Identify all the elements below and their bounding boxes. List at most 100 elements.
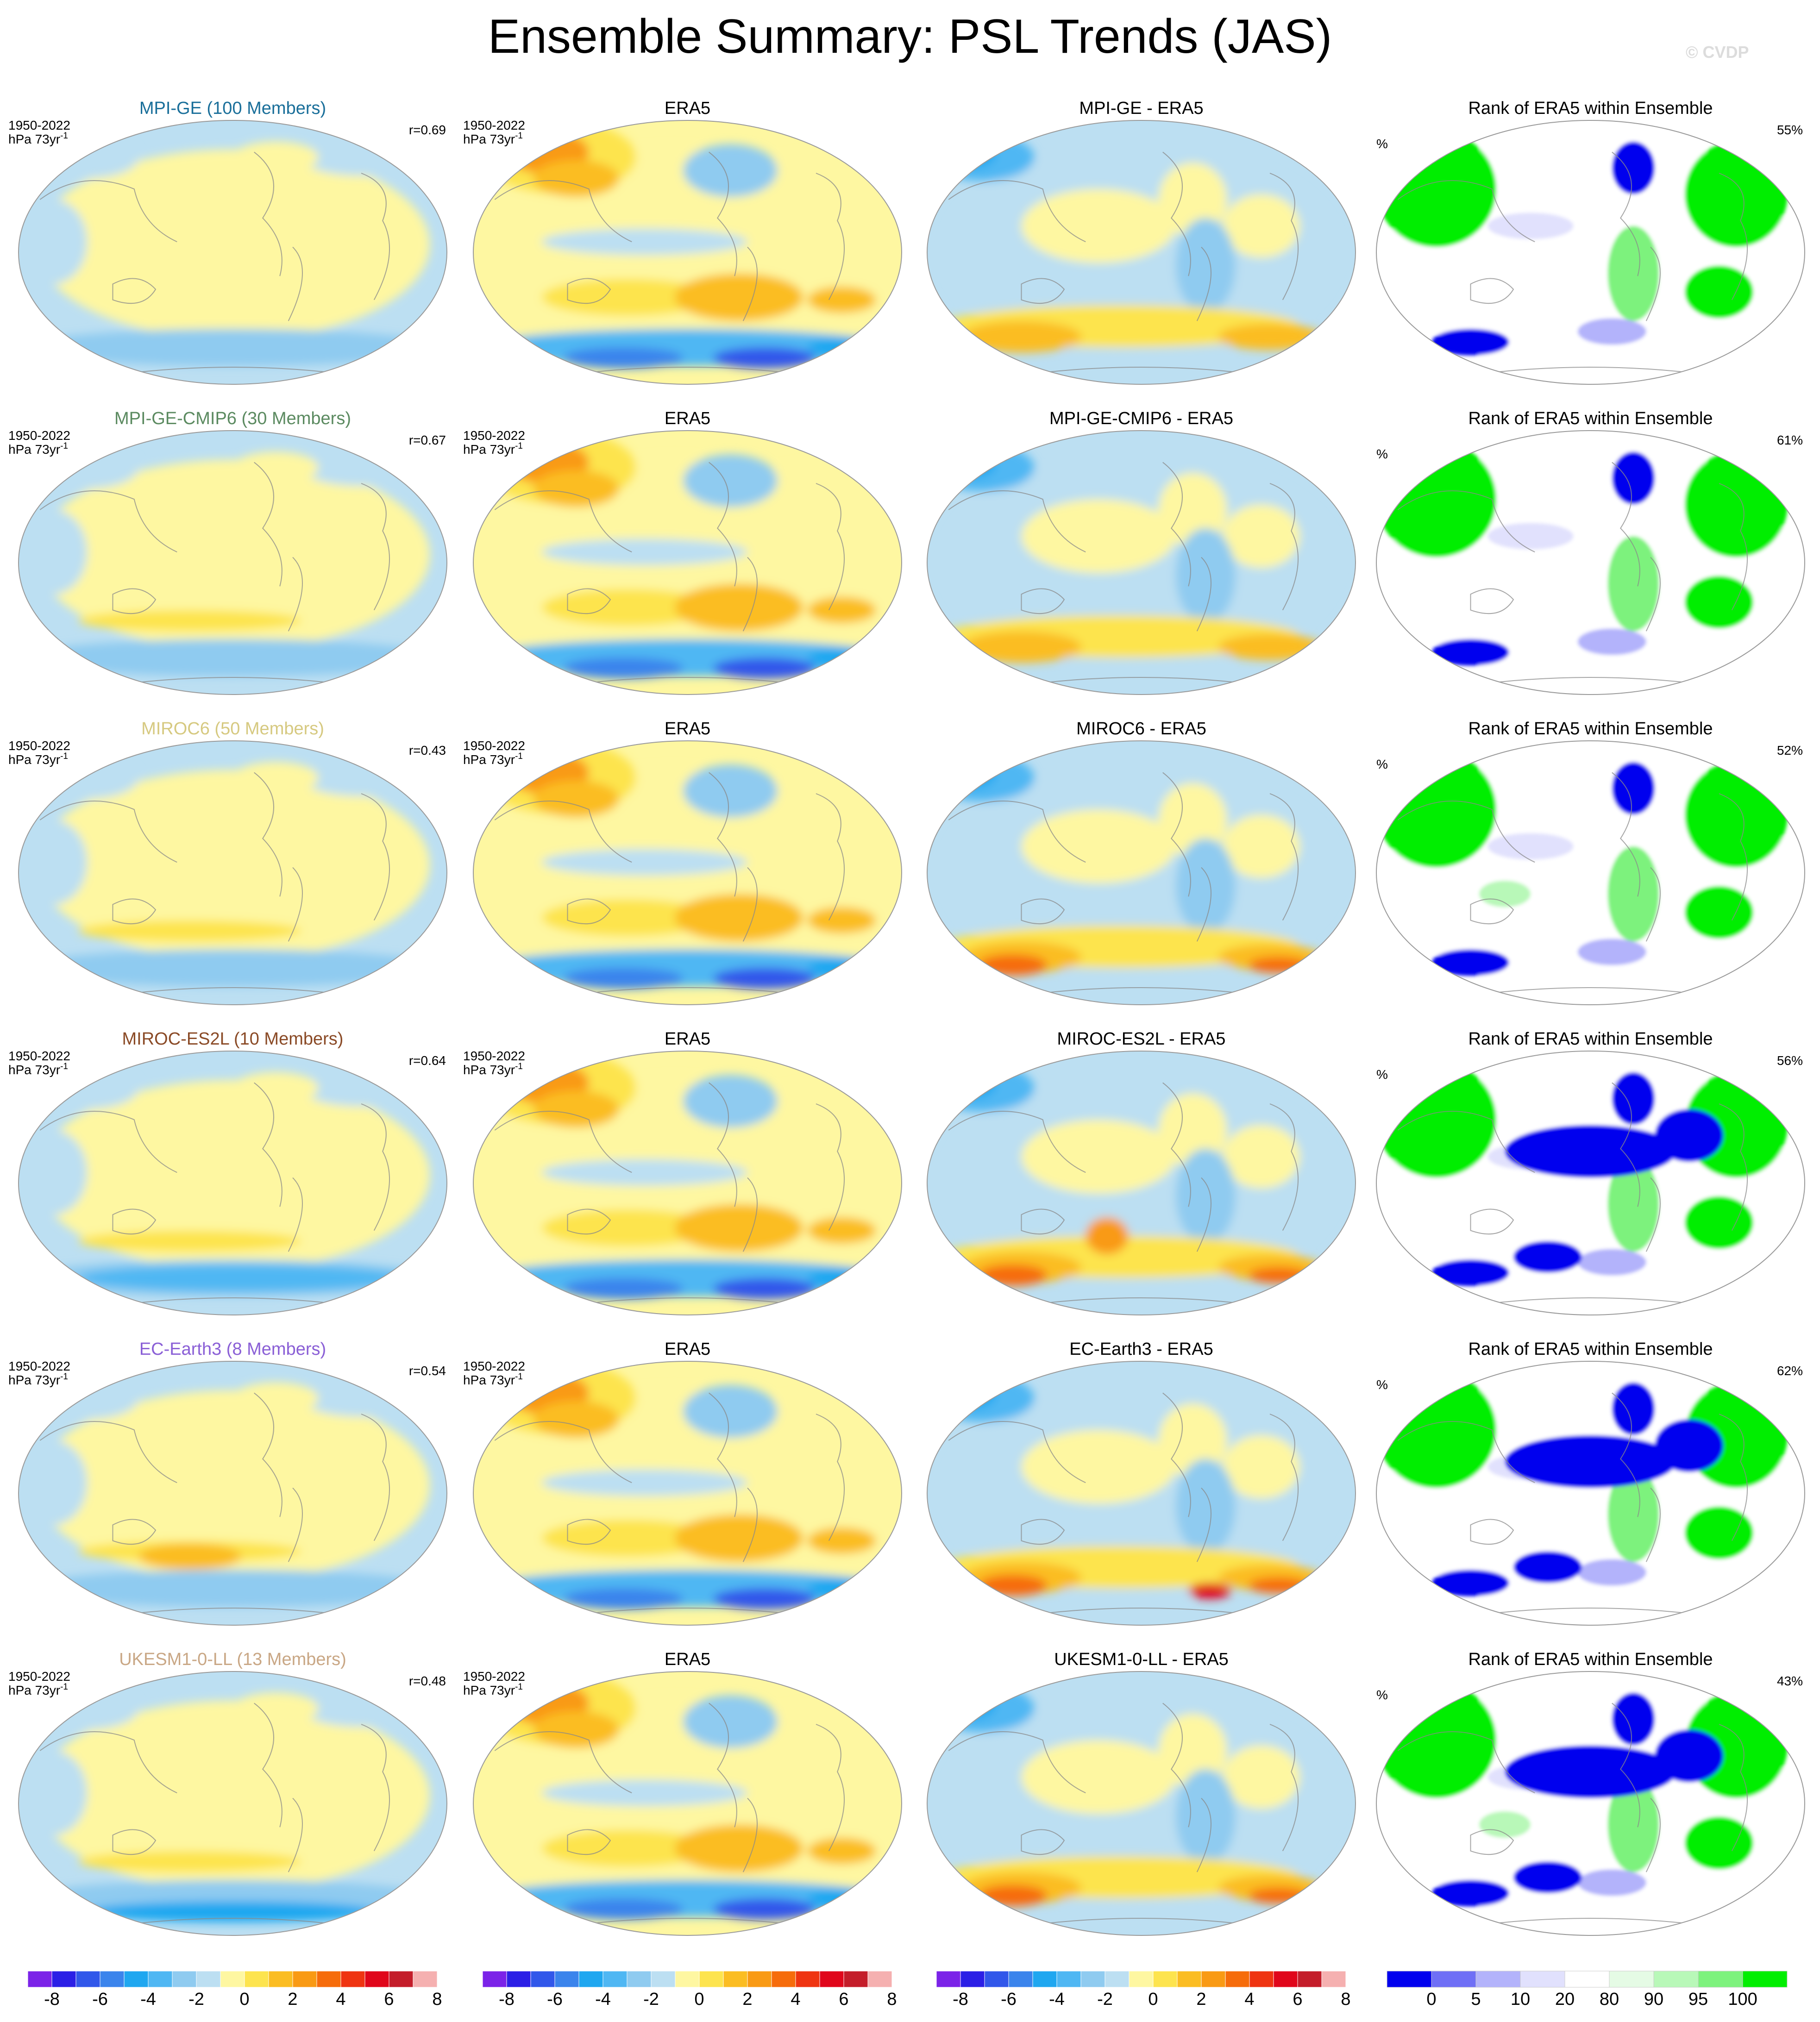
panel-title: MIROC-ES2L (10 Members) [122, 1029, 344, 1049]
colorbar-tick-label: 0 [1148, 1990, 1158, 2009]
trend-colorbar-1: -8 -6 -4 -2 0 2 4 6 8 [27, 1971, 442, 2009]
field-contour-6 [533, 470, 619, 507]
field-contour-3 [944, 451, 996, 478]
colorbar-tick-label: -2 [1097, 1990, 1113, 2009]
field-contour-4 [1021, 1740, 1176, 1814]
colorbar-swatch [51, 1971, 76, 1988]
field-contour-9 [1577, 628, 1646, 655]
field-contour-10 [1505, 1435, 1676, 1488]
map-outline [473, 120, 902, 385]
field-contour-1 [36, 459, 430, 650]
units-exponent: -1 [515, 131, 523, 141]
map-outline [18, 1051, 447, 1315]
panel-title: ERA5 [665, 719, 710, 739]
field-contour-16 [807, 337, 893, 358]
field-contour-10 [542, 1520, 713, 1557]
map-outline [1376, 1361, 1805, 1626]
colorbar-tick-label: -8 [953, 1990, 968, 2009]
trend-colorbar-3: -8 -6 -4 -2 0 2 4 6 8 [936, 1971, 1351, 2009]
colorbar-swatch [1129, 1971, 1154, 1988]
map-panel-r1-c3: MPI-GE - ERA5 [927, 99, 1356, 385]
colorbar-swatch [1653, 1971, 1699, 1988]
field-contour-4 [1685, 1816, 1753, 1870]
map-outline [1376, 1671, 1805, 1936]
field-contour-2 [1376, 1371, 1496, 1488]
rank-percent: 62% [1777, 1364, 1803, 1378]
field-contour-4 [19, 510, 87, 595]
map-panel-r2-c4: Rank of ERA5 within Ensemble% 61% [1376, 409, 1805, 695]
rank-percent: 52% [1777, 743, 1803, 757]
colorbar-swatch [1321, 1971, 1346, 1988]
colorbar-tick-label: -4 [140, 1990, 156, 2009]
field-contour-2 [931, 1684, 1035, 1733]
field-contour-9 [1577, 939, 1646, 965]
field-contour-4 [1685, 1196, 1753, 1249]
field-contour-3 [944, 1382, 996, 1409]
colorbar-tick-label: 10 [1511, 1990, 1530, 2009]
period-label: 1950-2022 [8, 118, 70, 132]
field-contour-16 [807, 957, 893, 978]
field-contour-6 [1487, 833, 1574, 860]
colorbar-swatch [530, 1971, 555, 1988]
panel-title: Rank of ERA5 within Ensemble [1468, 1029, 1713, 1049]
coastlines [39, 1392, 390, 1618]
colorbar-swatch [244, 1971, 269, 1988]
map-outline [473, 740, 902, 1005]
map-outline [18, 430, 447, 695]
field-contour-4 [19, 820, 87, 905]
panel-title: MIROC-ES2L - ERA5 [1057, 1029, 1226, 1049]
colorbar-swatch [316, 1971, 341, 1988]
field-contour-5 [232, 1072, 319, 1104]
field-contour-7 [1175, 1148, 1236, 1244]
field-contour-7 [1175, 838, 1236, 934]
units-exponent: -1 [515, 1682, 523, 1692]
units-label: hPa 73yr-1 [463, 751, 523, 767]
field-contour-7 [850, 757, 893, 783]
field-contour-5 [1158, 783, 1227, 857]
field-contour-14 [563, 657, 684, 679]
field-contour-9 [1577, 1249, 1646, 1276]
map-outline [473, 1361, 902, 1626]
field-contour-14 [563, 1898, 684, 1920]
units-exponent: -1 [515, 751, 523, 761]
map-panel-r5-c4: Rank of ERA5 within Ensemble% 62% [1376, 1340, 1805, 1626]
field-contour-13 [1479, 1811, 1531, 1838]
colorbar-tick-label: -2 [643, 1990, 659, 2009]
colorbar-swatch [389, 1971, 414, 1988]
field-contour-7 [1175, 528, 1236, 624]
colorbar-swatch [1475, 1971, 1521, 1988]
colorbar-swatch [413, 1971, 438, 1988]
field-contour-4 [1685, 576, 1753, 629]
units-label: hPa 73yr-1 [463, 131, 523, 146]
field-contour-9 [1577, 1559, 1646, 1586]
field-contour-1 [36, 1700, 430, 1891]
panel-title: Rank of ERA5 within Ensemble [1468, 1650, 1713, 1669]
field-contour-10 [1505, 1745, 1676, 1798]
field-contour-10 [1505, 1125, 1676, 1178]
field-contour-12 [1248, 957, 1309, 973]
percent-unit: % [1376, 1377, 1388, 1392]
field-contour-5 [232, 141, 319, 173]
field-contour-9 [542, 538, 747, 565]
colorbar-swatch [843, 1971, 868, 1988]
field-contour-3 [944, 762, 996, 789]
field-contour-9 [1577, 1869, 1646, 1896]
colorbar-swatch [482, 1971, 507, 1988]
panel-title: ERA5 [665, 99, 710, 118]
colorbar-swatch [506, 1971, 531, 1988]
colorbar-swatch [627, 1971, 652, 1988]
field-contour-7 [1175, 218, 1236, 313]
period-label: 1950-2022 [8, 428, 70, 443]
panel-title: MPI-GE-CMIP6 (30 Members) [114, 409, 351, 428]
field-contour-8 [1612, 1382, 1655, 1435]
field-contour-15 [713, 1898, 816, 1920]
field-contour-7 [78, 1230, 301, 1252]
pattern-correlation: r=0.69 [409, 123, 446, 137]
period-label: 1950-2022 [8, 1669, 70, 1684]
field-contour-6 [1223, 194, 1300, 258]
colorbar-tick-label: 8 [432, 1990, 442, 2009]
